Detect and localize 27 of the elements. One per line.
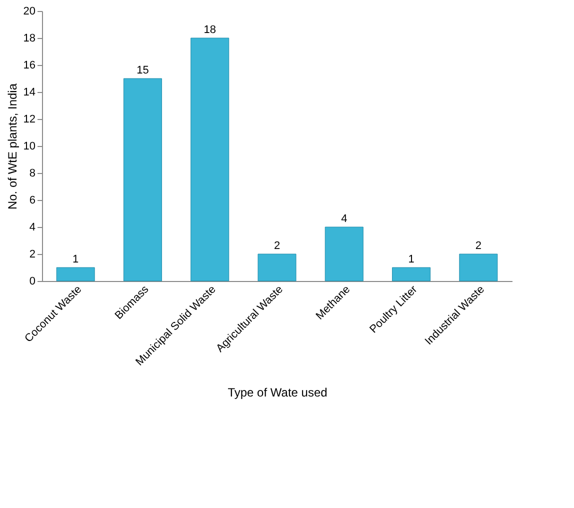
y-tick-label: 18 (23, 32, 36, 44)
bar (258, 254, 296, 282)
bar (392, 267, 431, 282)
bar (123, 78, 162, 282)
bar (190, 38, 230, 282)
y-tick-label: 2 (29, 248, 36, 260)
y-tick-label: 10 (23, 140, 36, 152)
data-label: 1 (408, 254, 414, 266)
x-axis-title: Type of Wate used (228, 386, 328, 400)
data-label: 2 (274, 240, 280, 252)
y-tick-label: 14 (23, 86, 36, 98)
y-tick-label: 20 (23, 6, 36, 18)
data-label: 15 (136, 64, 149, 76)
data-label: 1 (72, 254, 79, 266)
y-axis-title: No. of WtE plants, India (5, 83, 20, 210)
y-tick-label: 12 (23, 114, 36, 126)
y-tick-label: 6 (29, 194, 36, 206)
y-tick-label: 16 (23, 60, 36, 72)
bar (324, 226, 364, 282)
y-tick-label: 4 (29, 222, 36, 234)
bar (459, 254, 498, 282)
bar (56, 267, 95, 282)
data-label: 4 (341, 213, 348, 225)
data-label: 18 (204, 24, 216, 36)
y-tick-label: 0 (29, 276, 36, 288)
data-label: 2 (475, 240, 482, 252)
y-tick-label: 8 (29, 168, 36, 180)
